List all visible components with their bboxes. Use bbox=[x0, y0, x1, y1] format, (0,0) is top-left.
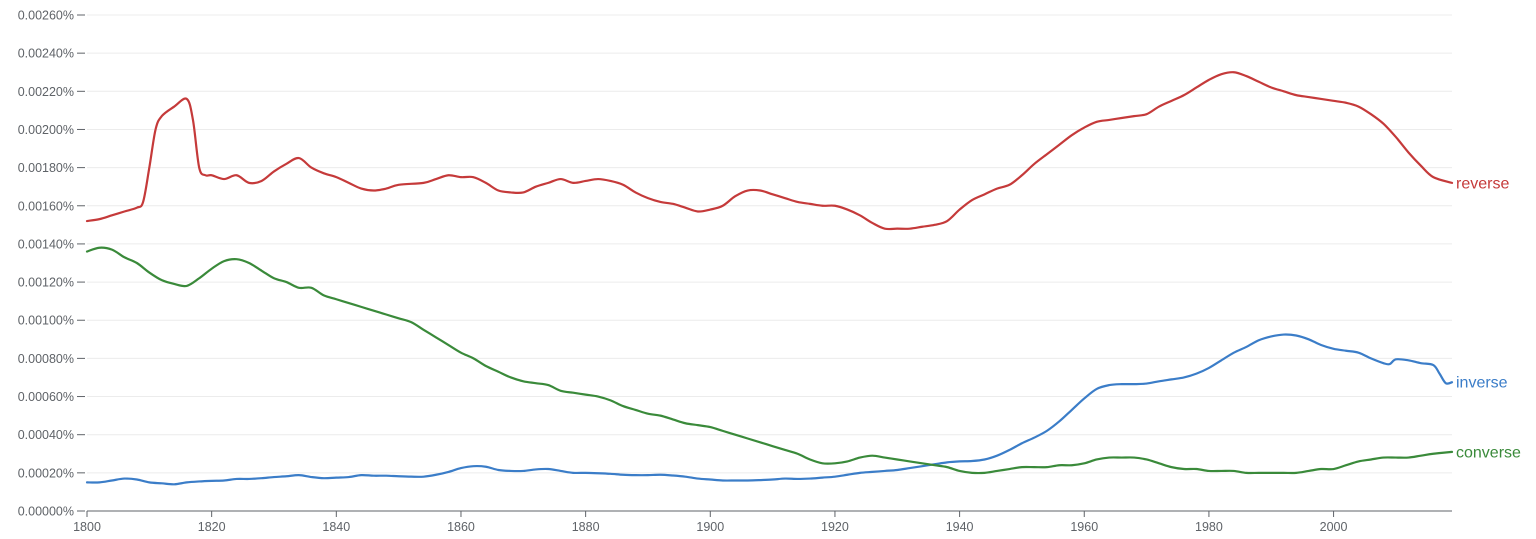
series-labels: reverse inverse converse bbox=[1456, 175, 1521, 461]
y-tick-label: 0.00260% bbox=[18, 9, 74, 23]
y-tick-label: 0.00020% bbox=[18, 466, 74, 480]
series-label-converse[interactable]: converse bbox=[1456, 444, 1521, 461]
x-tick-label: 2000 bbox=[1320, 520, 1348, 534]
y-tick-label: 0.00100% bbox=[18, 314, 74, 328]
x-tick-label: 1880 bbox=[572, 520, 600, 534]
axes: 0.00000% 0.00020% 0.00040% 0.00060% 0.00080%… bbox=[18, 9, 1452, 534]
x-tick-label: 1980 bbox=[1195, 520, 1223, 534]
y-tick-label: 0.00240% bbox=[18, 47, 74, 61]
y-tick-label: 0.00060% bbox=[18, 390, 74, 404]
x-tick-label: 1940 bbox=[946, 520, 974, 534]
series-label-reverse[interactable]: reverse bbox=[1456, 175, 1509, 192]
x-tick-label: 1840 bbox=[322, 520, 350, 534]
series-lines bbox=[85, 71, 1454, 486]
grid-lines bbox=[87, 14, 1452, 474]
series-line-converse[interactable] bbox=[85, 246, 1454, 475]
y-tick-label: 0.00180% bbox=[18, 161, 74, 175]
y-tick-label: 0.00140% bbox=[18, 237, 74, 251]
x-tick-label: 1860 bbox=[447, 520, 475, 534]
x-tick-label: 1900 bbox=[696, 520, 724, 534]
series-line-inverse[interactable] bbox=[85, 333, 1454, 486]
y-tick-label: 0.00000% bbox=[18, 505, 74, 519]
series-label-inverse[interactable]: inverse bbox=[1456, 375, 1508, 392]
x-tick-label: 1920 bbox=[821, 520, 849, 534]
y-tick-label: 0.00200% bbox=[18, 123, 74, 137]
x-tick-label: 1800 bbox=[73, 520, 101, 534]
x-tick-label: 1820 bbox=[198, 520, 226, 534]
y-tick-label: 0.00120% bbox=[18, 276, 74, 290]
y-tick-label: 0.00160% bbox=[18, 199, 74, 213]
x-tick-label: 1960 bbox=[1070, 520, 1098, 534]
y-tick-label: 0.00080% bbox=[18, 352, 74, 366]
series-line-reverse[interactable] bbox=[85, 71, 1454, 231]
y-tick-label: 0.00220% bbox=[18, 85, 74, 99]
y-tick-label: 0.00040% bbox=[18, 428, 74, 442]
